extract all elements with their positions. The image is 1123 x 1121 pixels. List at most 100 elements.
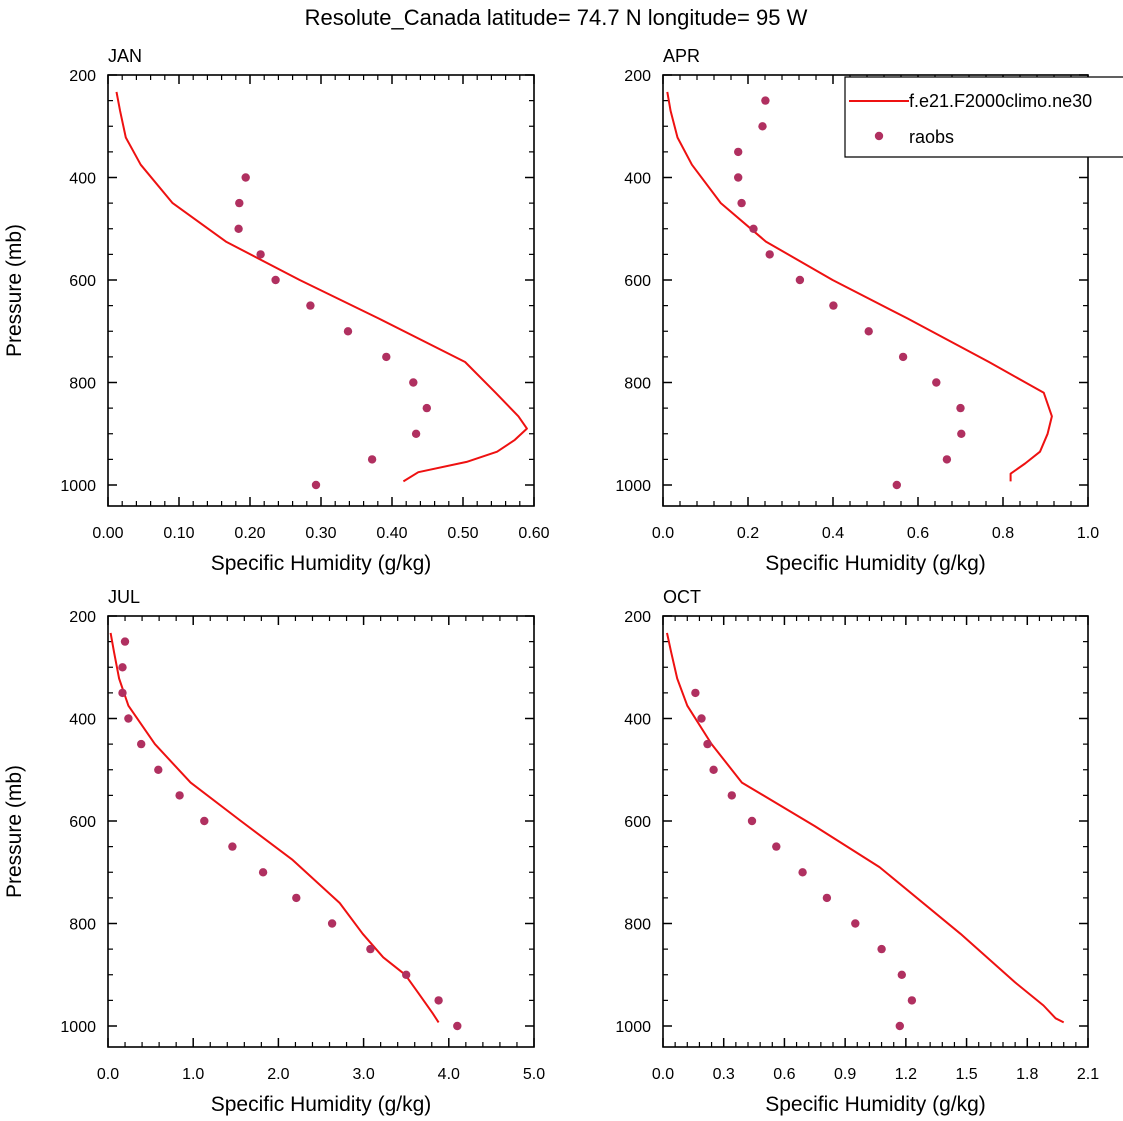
raobs-point — [942, 455, 952, 464]
panel-jan: JAN 0.00 0.10 0.20 0.30 0.40 0.50 0.60 200 400 600… — [3, 46, 550, 575]
panel-label-jul: JUL — [108, 587, 140, 607]
raobs-point — [258, 868, 268, 877]
raobs-point — [154, 765, 163, 774]
x-tick-label: 2.0 — [267, 1066, 289, 1083]
raobs-point — [311, 480, 321, 490]
raobs-point — [851, 919, 860, 928]
raobs-point — [697, 714, 706, 723]
x-tick-label: 0.30 — [305, 525, 336, 542]
y-tick-label: 600 — [69, 273, 96, 290]
raobs-point — [271, 275, 280, 285]
raobs-point — [382, 352, 391, 362]
raobs-point — [241, 173, 250, 182]
figure-title: Resolute_Canada latitude= 74.7 N longitu… — [305, 5, 808, 30]
plot-frame-oct — [662, 615, 1089, 1048]
raobs-point — [761, 96, 770, 105]
raobs-point — [897, 970, 906, 979]
y-axis-label-jul: Pressure (mb) — [3, 765, 26, 898]
raobs-point — [691, 688, 700, 698]
raobs-point — [898, 352, 908, 362]
raobs-point — [256, 250, 265, 259]
y-tick-label: 600 — [624, 814, 651, 831]
y-tick-label: 200 — [69, 68, 96, 85]
panel-apr: APR 0.0 0.2 0.4 0.6 0.8 1.0 200 400 600 800 1000 Spe… — [615, 46, 1099, 575]
raobs-point — [864, 327, 873, 336]
x-tick-label: 0.40 — [376, 525, 407, 542]
y-tick-label: 1000 — [615, 1019, 651, 1036]
raobs-point — [703, 739, 712, 749]
plot-frame-apr — [662, 74, 1089, 507]
y-tick-label: 600 — [69, 814, 96, 831]
raobs-point — [747, 816, 757, 826]
y-tick-label: 800 — [69, 917, 96, 934]
raobs-point — [932, 378, 941, 387]
y-axis-label-jan: Pressure (mb) — [3, 224, 26, 357]
legend: f.e21.F2000climo.ne30 raobs — [844, 76, 1123, 158]
legend-obs-marker — [874, 131, 884, 141]
raobs-point — [367, 455, 377, 464]
y-tick-label: 800 — [624, 376, 651, 393]
y-tick-label: 600 — [624, 273, 651, 290]
x-tick-label: 0.00 — [92, 525, 123, 542]
raobs-point — [124, 714, 133, 723]
raobs-point — [957, 429, 966, 438]
model-line-jan — [115, 91, 528, 483]
y-tick-label: 400 — [624, 712, 651, 729]
x-tick-label: 4.0 — [438, 1066, 460, 1083]
x-tick-label: 0.0 — [97, 1066, 119, 1083]
raobs-point — [829, 301, 838, 310]
raobs-point — [434, 996, 443, 1005]
x-tick-label: 0.6 — [773, 1066, 795, 1083]
legend-box — [844, 76, 1123, 158]
raobs-point — [956, 403, 965, 413]
x-tick-label: 0.0 — [652, 1066, 674, 1083]
raobs-point — [798, 868, 807, 877]
y-tick-label: 400 — [624, 171, 651, 188]
plot-frame-jul — [107, 615, 535, 1048]
raobs-point — [907, 996, 917, 1005]
raobs-point — [409, 378, 418, 387]
x-axis-label-apr: Specific Humidity (g/kg) — [765, 552, 986, 575]
raobs-point — [422, 403, 431, 413]
raobs-point — [306, 301, 315, 310]
raobs-point — [737, 198, 746, 208]
x-tick-label: 0.2 — [737, 525, 759, 542]
x-tick-label: 1.0 — [182, 1066, 204, 1083]
x-tick-label: 0.4 — [822, 525, 844, 542]
x-axis-label-oct: Specific Humidity (g/kg) — [765, 1093, 986, 1116]
x-tick-label: 3.0 — [352, 1066, 374, 1083]
raobs-point — [366, 944, 375, 954]
raobs-point — [118, 663, 127, 672]
x-tick-label: 0.8 — [992, 525, 1014, 542]
raobs-point — [727, 791, 736, 800]
raobs-point — [453, 1021, 462, 1031]
raobs-point — [758, 122, 767, 131]
x-tick-label: 1.8 — [1016, 1066, 1038, 1083]
y-tick-label: 1000 — [60, 1019, 96, 1036]
raobs-point — [343, 327, 353, 336]
raobs-point — [749, 224, 758, 233]
x-tick-label: 5.0 — [523, 1066, 545, 1083]
raobs-point — [709, 765, 718, 774]
y-tick-label: 1000 — [60, 478, 96, 495]
x-tick-label: 0.0 — [652, 525, 674, 542]
x-tick-label: 0.3 — [713, 1066, 735, 1083]
model-line-apr — [666, 91, 1053, 482]
raobs-point — [120, 637, 130, 646]
x-axis-label-jul: Specific Humidity (g/kg) — [211, 1093, 432, 1116]
raobs-point — [327, 919, 337, 928]
panel-jul: JUL 0.0 1.0 2.0 3.0 4.0 5.0 200 400 600 800 1000 Spe… — [3, 587, 545, 1116]
x-axis-label-jan: Specific Humidity (g/kg) — [211, 552, 432, 575]
model-line-oct — [666, 632, 1065, 1024]
raobs-point — [734, 147, 743, 157]
x-tick-label: 1.2 — [895, 1066, 917, 1083]
raobs-point — [895, 1021, 904, 1031]
raobs-point — [228, 842, 237, 851]
raobs-point — [292, 893, 301, 903]
raobs-point — [137, 739, 146, 749]
raobs-point — [175, 791, 184, 800]
x-tick-label: 0.50 — [447, 525, 478, 542]
raobs-point — [734, 173, 743, 182]
legend-model-label: f.e21.F2000climo.ne30 — [909, 91, 1092, 111]
